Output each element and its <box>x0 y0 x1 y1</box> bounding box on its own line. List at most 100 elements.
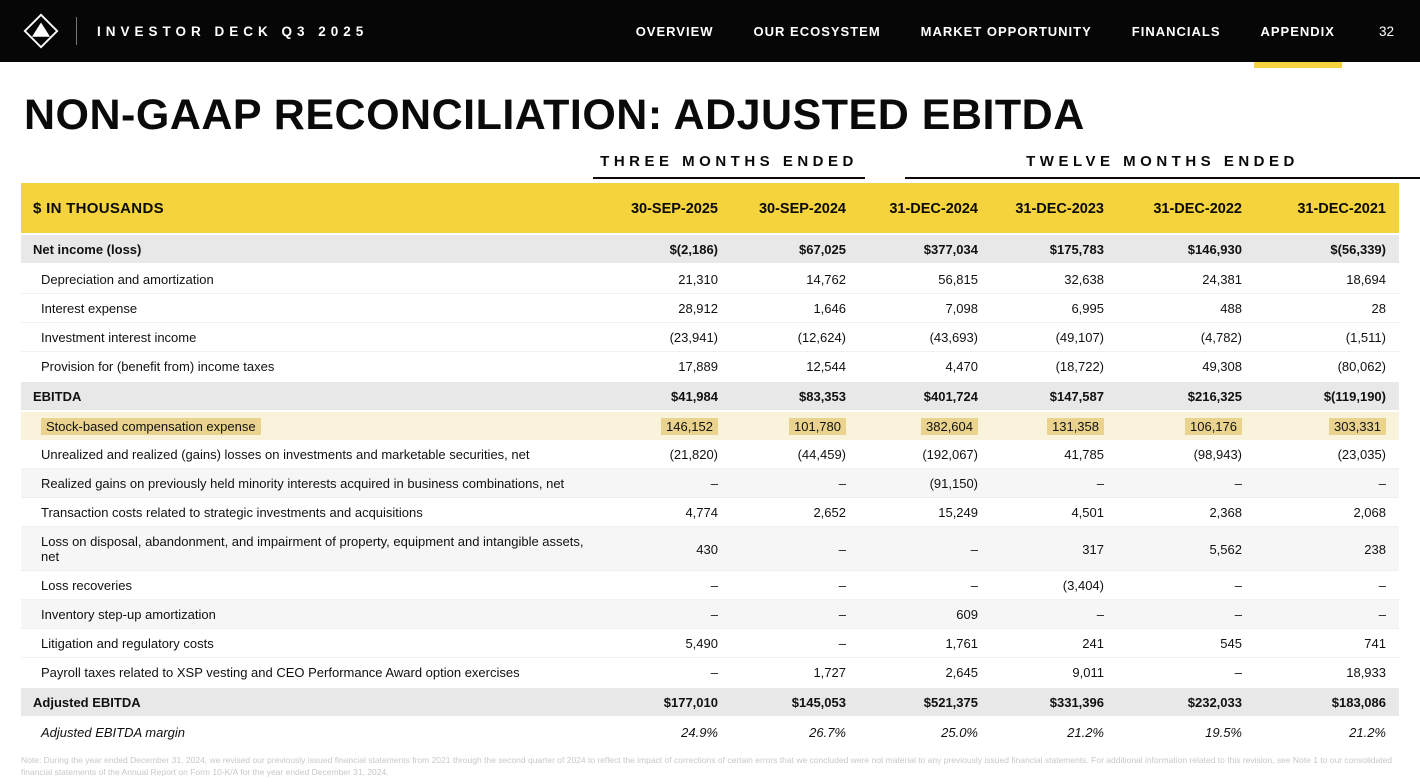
cell-value: 101,780 <box>731 411 859 441</box>
cell-value: 303,331 <box>1255 411 1399 441</box>
cell-value: (49,107) <box>991 322 1117 353</box>
row-label: Adjusted EBITDA <box>21 686 605 719</box>
column-header-30-sep-2025: 30-SEP-2025 <box>605 183 731 235</box>
brand-divider <box>76 17 77 45</box>
cell-value: 21,310 <box>605 264 731 295</box>
highlighted-text: 382,604 <box>921 418 978 436</box>
cell-value: – <box>1117 468 1255 499</box>
column-header-30-sep-2024: 30-SEP-2024 <box>731 183 859 235</box>
cell-value: 9,011 <box>991 657 1117 688</box>
cell-value: 17,889 <box>605 351 731 382</box>
footnote: Note: During the year ended December 31,… <box>21 755 1393 778</box>
cell-value: – <box>731 468 859 499</box>
cell-value: – <box>1255 570 1399 601</box>
cell-value: – <box>859 526 991 572</box>
row-label: Net income (loss) <box>21 233 605 266</box>
table-row: Interest expense 28,912 1,646 7,098 6,995 488… <box>21 293 1399 324</box>
cell-value: $377,034 <box>859 233 991 266</box>
cell-value: 24,381 <box>1117 264 1255 295</box>
highlighted-text: Stock-based compensation expense <box>41 418 261 436</box>
cell-value: (80,062) <box>1255 351 1399 382</box>
row-label: Interest expense <box>21 293 605 324</box>
cell-value: 430 <box>605 526 731 572</box>
cell-value: $177,010 <box>605 686 731 719</box>
cell-value: 32,638 <box>991 264 1117 295</box>
cell-value: (43,693) <box>859 322 991 353</box>
cell-value: 5,490 <box>605 628 731 659</box>
cell-value: 25.0% <box>859 717 991 747</box>
cell-value: $175,783 <box>991 233 1117 266</box>
table-row: Adjusted EBITDA $177,010 $145,053 $521,375 $… <box>21 686 1399 719</box>
cell-value: 24.9% <box>605 717 731 747</box>
row-label: EBITDA <box>21 380 605 413</box>
nav-item-overview[interactable]: OVERVIEW <box>635 23 714 39</box>
table-row: Depreciation and amortization 21,310 14,76… <box>21 264 1399 295</box>
cell-value: – <box>605 657 731 688</box>
cell-value: – <box>731 599 859 630</box>
cell-value: – <box>1255 599 1399 630</box>
cell-value: 49,308 <box>1117 351 1255 382</box>
cell-value: 1,727 <box>731 657 859 688</box>
row-label: Loss on disposal, abandonment, and impai… <box>21 526 605 572</box>
row-label: Loss recoveries <box>21 570 605 601</box>
cell-value: 2,652 <box>731 497 859 528</box>
top-nav: INVESTOR DECK Q3 2025 OVERVIEW OUR ECOSYS… <box>0 0 1420 68</box>
table-row: Inventory step-up amortization – –609– – – <box>21 599 1399 630</box>
row-label: Transaction costs related to strategic i… <box>21 497 605 528</box>
cell-value: – <box>605 570 731 601</box>
cell-value: $232,033 <box>1117 686 1255 719</box>
row-label: Payroll taxes related to XSP vesting and… <box>21 657 605 688</box>
row-label: Stock-based compensation expense <box>21 411 605 441</box>
highlighted-text: 146,152 <box>661 418 718 436</box>
slide-title: NON-GAAP RECONCILIATION: ADJUSTED EBITDA <box>24 91 1085 139</box>
cell-value: 6,995 <box>991 293 1117 324</box>
highlighted-text: 303,331 <box>1329 418 1386 436</box>
table-row: Stock-based compensation expense 146,152 1… <box>21 411 1399 441</box>
column-header-31-dec-2023: 31-DEC-2023 <box>991 183 1117 235</box>
cell-value: $147,587 <box>991 380 1117 413</box>
row-label: Inventory step-up amortization <box>21 599 605 630</box>
cell-value: 545 <box>1117 628 1255 659</box>
cell-value: 4,501 <box>991 497 1117 528</box>
cell-value: $(119,190) <box>1255 380 1399 413</box>
cell-value: 1,761 <box>859 628 991 659</box>
table-row: Transaction costs related to strategic i… <box>21 497 1399 528</box>
cell-value: 21.2% <box>991 717 1117 747</box>
cell-value: 26.7% <box>731 717 859 747</box>
cell-value: – <box>605 599 731 630</box>
cell-value: $(56,339) <box>1255 233 1399 266</box>
cell-value: (23,035) <box>1255 440 1399 470</box>
cell-value: 56,815 <box>859 264 991 295</box>
cell-value: (91,150) <box>859 468 991 499</box>
row-label: Provision for (benefit from) income taxe… <box>21 351 605 382</box>
cell-value: 28 <box>1255 293 1399 324</box>
nav-menu: OVERVIEW OUR ECOSYSTEM MARKET OPPORTUNITY F… <box>635 0 1343 68</box>
nav-item-appendix[interactable]: APPENDIX <box>1253 0 1343 68</box>
nav-item-financials[interactable]: FINANCIALS <box>1131 23 1221 39</box>
cell-value: 382,604 <box>859 411 991 441</box>
cell-value: 18,933 <box>1255 657 1399 688</box>
cell-value: – <box>1117 570 1255 601</box>
cell-value: 241 <box>991 628 1117 659</box>
reconciliation-table: $ IN THOUSANDS 30-SEP-2025 30-SEP-2024 31-… <box>21 183 1399 747</box>
company-logo-icon <box>23 13 59 49</box>
column-header-31-dec-2022: 31-DEC-2022 <box>1117 183 1255 235</box>
cell-value: 7,098 <box>859 293 991 324</box>
table-row: Investment interest income (23,941) (12,62… <box>21 322 1399 353</box>
cell-value: 106,176 <box>1117 411 1255 441</box>
table-body: Net income (loss) $(2,186) $67,025 $377,034… <box>21 233 1399 747</box>
column-header-31-dec-2021: 31-DEC-2021 <box>1255 183 1399 235</box>
table-row: Litigation and regulatory costs 5,490–1,7… <box>21 628 1399 659</box>
cell-value: $41,984 <box>605 380 731 413</box>
cell-value: 741 <box>1255 628 1399 659</box>
nav-item-our-ecosystem[interactable]: OUR ECOSYSTEM <box>753 23 881 39</box>
cell-value: – <box>731 526 859 572</box>
cell-value: 15,249 <box>859 497 991 528</box>
table-row: EBITDA $41,984 $83,353 $401,724 $147,587 $216… <box>21 380 1399 413</box>
nav-item-market-opportunity[interactable]: MARKET OPPORTUNITY <box>920 23 1092 39</box>
cell-value: (1,511) <box>1255 322 1399 353</box>
row-label: Depreciation and amortization <box>21 264 605 295</box>
cell-value: (44,459) <box>731 440 859 470</box>
table-row: Provision for (benefit from) income taxe… <box>21 351 1399 382</box>
cell-value: 317 <box>991 526 1117 572</box>
